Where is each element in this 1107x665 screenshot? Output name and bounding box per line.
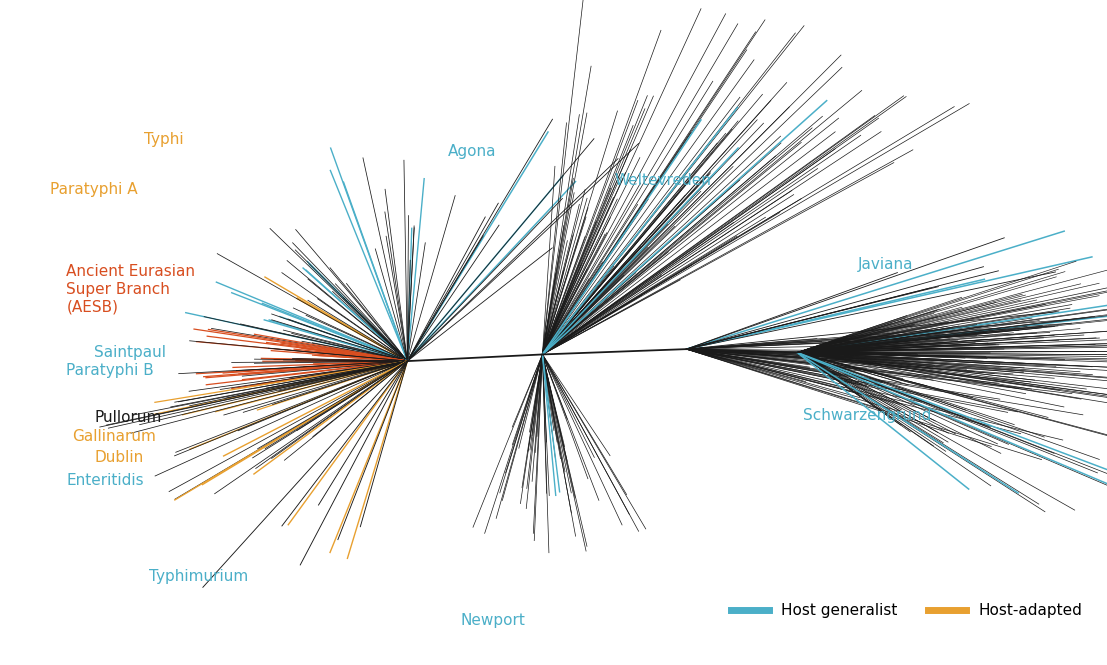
Text: Typhimurium: Typhimurium	[149, 569, 249, 584]
Text: Schwarzengrund: Schwarzengrund	[803, 408, 931, 423]
Text: Typhi: Typhi	[144, 132, 184, 147]
Text: Agona: Agona	[448, 144, 497, 159]
Text: Enteritidis: Enteritidis	[66, 473, 144, 487]
Text: Gallinarum: Gallinarum	[72, 430, 156, 444]
Text: Paratyphi A: Paratyphi A	[50, 182, 137, 197]
Text: Newport: Newport	[461, 613, 525, 628]
Text: Saintpaul: Saintpaul	[94, 345, 166, 360]
Text: Javiana: Javiana	[858, 257, 913, 271]
Text: Dublin: Dublin	[94, 450, 143, 465]
Legend: Host generalist, Host-adapted: Host generalist, Host-adapted	[724, 597, 1088, 624]
Text: Pullorum: Pullorum	[94, 410, 162, 425]
Text: Ancient Eurasian
Super Branch
(AESB): Ancient Eurasian Super Branch (AESB)	[66, 265, 196, 314]
Text: Weltevreden: Weltevreden	[614, 174, 712, 188]
Text: Paratyphi B: Paratyphi B	[66, 363, 154, 378]
